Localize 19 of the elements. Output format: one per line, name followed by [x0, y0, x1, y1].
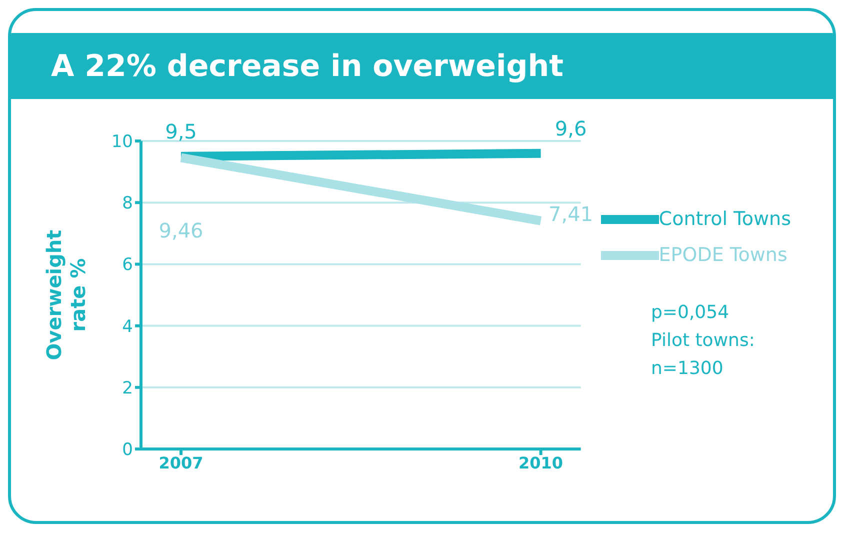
x-tick-label: 2007 [158, 453, 204, 472]
y-tick-label: 0 [122, 440, 133, 460]
data-label: 9,46 [158, 218, 204, 243]
text: p=0,054 [651, 301, 730, 325]
text: Pilot towns: [651, 329, 755, 353]
chart-title: A 22% decrease in overweight [11, 33, 833, 99]
y-axis-title: Overweight rate % [42, 229, 90, 360]
legend-label: Control Towns [658, 208, 791, 230]
y-tick-label: 4 [122, 316, 133, 337]
data-label: 9,5 [165, 119, 197, 144]
legend-label: EPODE Towns [658, 244, 788, 266]
x-tick-label: 2010 [518, 453, 564, 472]
y-tick-label: 2 [122, 378, 133, 398]
data-label: 7,41 [548, 202, 594, 226]
y-tick-label: 8 [122, 194, 133, 214]
y-tick-label: 6 [122, 255, 133, 276]
data-label: 9,6 [554, 116, 587, 140]
text: n=1300 [651, 357, 724, 381]
y-tick-label: 10 [111, 132, 133, 152]
